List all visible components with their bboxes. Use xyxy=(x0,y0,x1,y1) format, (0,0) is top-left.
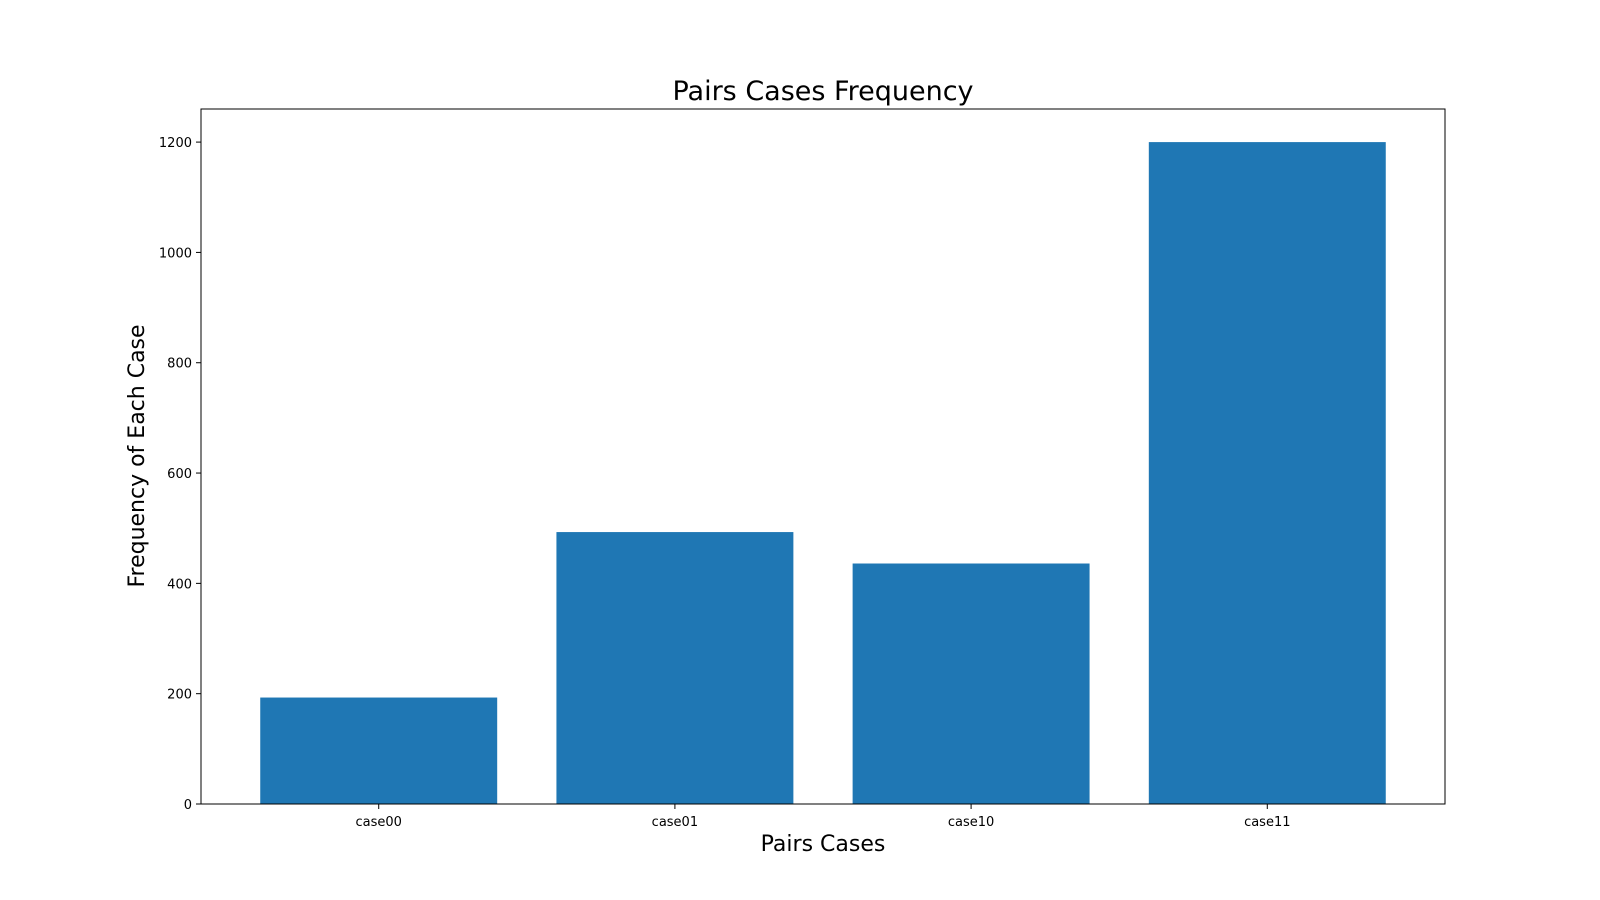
x-tick-label-case11: case11 xyxy=(1244,815,1290,830)
plot-area: case00 case01 case10 case11 0 200 400 600 800 100… xyxy=(159,136,1386,830)
y-tick-label-200: 200 xyxy=(167,688,192,703)
x-axis-label: Pairs Cases xyxy=(761,832,886,857)
y-tick-label-800: 800 xyxy=(167,357,192,372)
y-tick-label-1000: 1000 xyxy=(159,246,192,261)
y-tick-label-400: 400 xyxy=(167,577,192,592)
x-tick-label-case10: case10 xyxy=(948,815,994,830)
y-tick-label-1200: 1200 xyxy=(159,136,192,151)
x-tick-label-case00: case00 xyxy=(355,815,401,830)
y-tick-label-0: 0 xyxy=(184,798,192,813)
axes-frame xyxy=(200,108,1446,805)
bar-case01 xyxy=(556,532,794,804)
chart-title: Pairs Cases Frequency xyxy=(672,76,973,107)
bar-case10 xyxy=(852,563,1090,804)
bar-case00 xyxy=(260,697,498,804)
y-tick-label-600: 600 xyxy=(167,467,192,482)
x-tick-label-case01: case01 xyxy=(652,815,698,830)
bar-case11 xyxy=(1148,142,1386,805)
y-axis-label: Frequency of Each Case xyxy=(125,324,150,587)
